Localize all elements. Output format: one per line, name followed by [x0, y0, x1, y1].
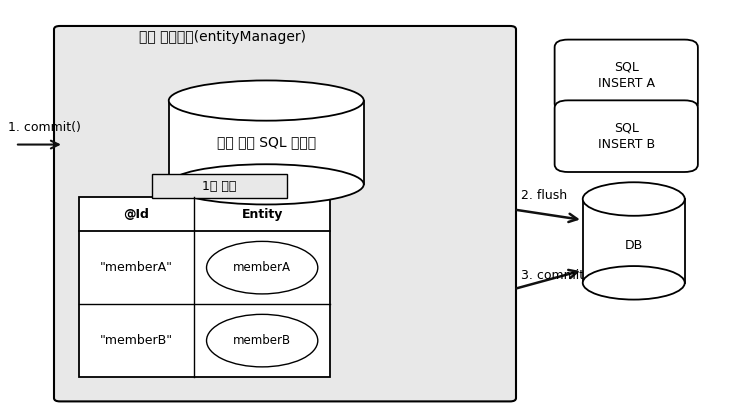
Text: "memberA": "memberA"	[100, 261, 173, 274]
Text: Entity: Entity	[242, 207, 283, 220]
Text: 2. flush: 2. flush	[521, 189, 567, 202]
Text: memberA: memberA	[233, 261, 291, 274]
FancyBboxPatch shape	[554, 101, 698, 172]
Text: 영속 컨텍스트(entityManager): 영속 컨텍스트(entityManager)	[139, 30, 306, 44]
Ellipse shape	[206, 241, 318, 294]
Polygon shape	[583, 199, 685, 283]
Ellipse shape	[169, 164, 364, 204]
Text: DB: DB	[625, 238, 643, 252]
Text: SQL
INSERT A: SQL INSERT A	[598, 61, 655, 90]
Text: memberB: memberB	[233, 334, 291, 347]
Text: SQL
INSERT B: SQL INSERT B	[598, 122, 655, 151]
Ellipse shape	[583, 182, 685, 216]
FancyBboxPatch shape	[54, 26, 516, 401]
FancyBboxPatch shape	[554, 40, 698, 111]
FancyBboxPatch shape	[152, 174, 287, 198]
Ellipse shape	[583, 266, 685, 300]
Polygon shape	[169, 101, 364, 184]
Text: 1차 캐시: 1차 캐시	[202, 179, 236, 193]
Ellipse shape	[169, 80, 364, 121]
Text: @Id: @Id	[124, 207, 149, 220]
Text: 쓰기 지연 SQL 저장소: 쓰기 지연 SQL 저장소	[217, 135, 316, 150]
Ellipse shape	[206, 314, 318, 367]
Bar	[79, 197, 330, 377]
Text: 1. commit(): 1. commit()	[8, 121, 80, 134]
Text: "memberB": "memberB"	[100, 334, 173, 347]
Text: 3. commit: 3. commit	[521, 269, 584, 282]
